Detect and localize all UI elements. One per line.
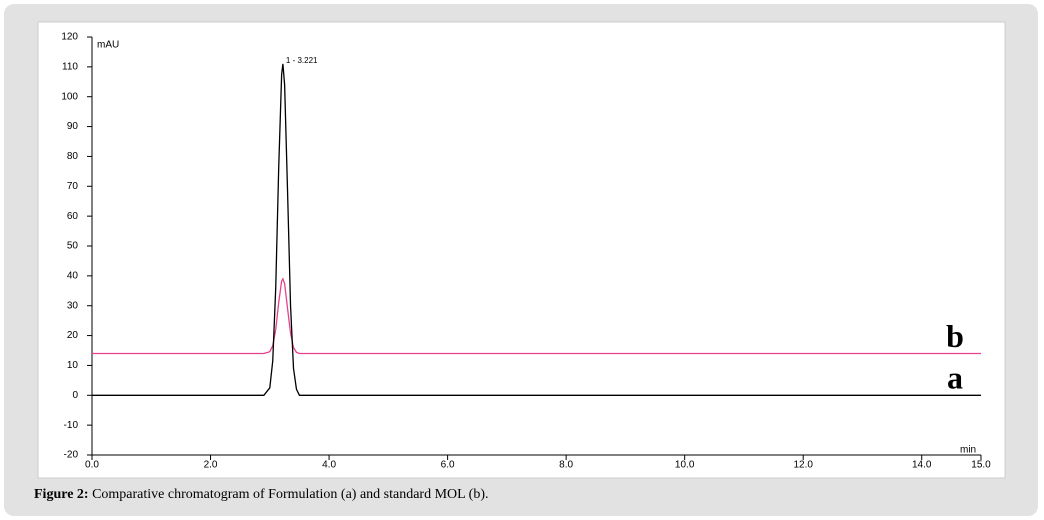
x-tick-label: 8.0 bbox=[559, 460, 573, 471]
series-label: b bbox=[946, 318, 964, 354]
x-tick-label: 0.0 bbox=[85, 460, 99, 471]
y-tick-label: 120 bbox=[61, 32, 78, 43]
caption-text: Comparative chromatogram of Formulation … bbox=[92, 487, 489, 502]
x-tick-label: 4.0 bbox=[322, 460, 336, 471]
x-unit: min bbox=[960, 445, 976, 456]
y-unit: mAU bbox=[97, 40, 119, 51]
y-tick-label: -20 bbox=[64, 450, 79, 461]
y-tick-label: 10 bbox=[67, 360, 79, 371]
y-tick-label: 90 bbox=[67, 121, 79, 132]
y-tick-label: 60 bbox=[67, 211, 79, 222]
x-tick-label: 10.0 bbox=[675, 460, 695, 471]
y-tick-label: 40 bbox=[67, 270, 79, 281]
chart-frame bbox=[37, 21, 1006, 479]
x-tick-label: 15.0 bbox=[971, 460, 991, 471]
y-tick-label: 110 bbox=[62, 61, 78, 72]
y-tick-label: 100 bbox=[61, 91, 78, 102]
caption: Figure 2: Comparative chromatogram of Fo… bbox=[34, 487, 489, 503]
x-tick-label: 2.0 bbox=[204, 460, 218, 471]
series-line bbox=[92, 277, 981, 355]
x-tick-label: 14.0 bbox=[912, 460, 932, 471]
caption-label: Figure 2: bbox=[34, 487, 89, 502]
x-tick-label: 12.0 bbox=[793, 460, 813, 471]
y-tick-label: 50 bbox=[67, 241, 79, 252]
series-label: a bbox=[947, 360, 963, 396]
y-tick-label: 30 bbox=[67, 300, 79, 311]
x-tick-label: 6.0 bbox=[441, 460, 455, 471]
y-tick-label: 0 bbox=[72, 390, 78, 401]
peak-annotation: 1 - 3.221 bbox=[286, 56, 318, 65]
y-tick-label: 80 bbox=[67, 151, 79, 162]
series-line bbox=[92, 63, 981, 396]
y-tick-label: 20 bbox=[67, 330, 79, 341]
y-tick-label: 70 bbox=[67, 181, 79, 192]
y-tick-label: -10 bbox=[64, 420, 79, 431]
